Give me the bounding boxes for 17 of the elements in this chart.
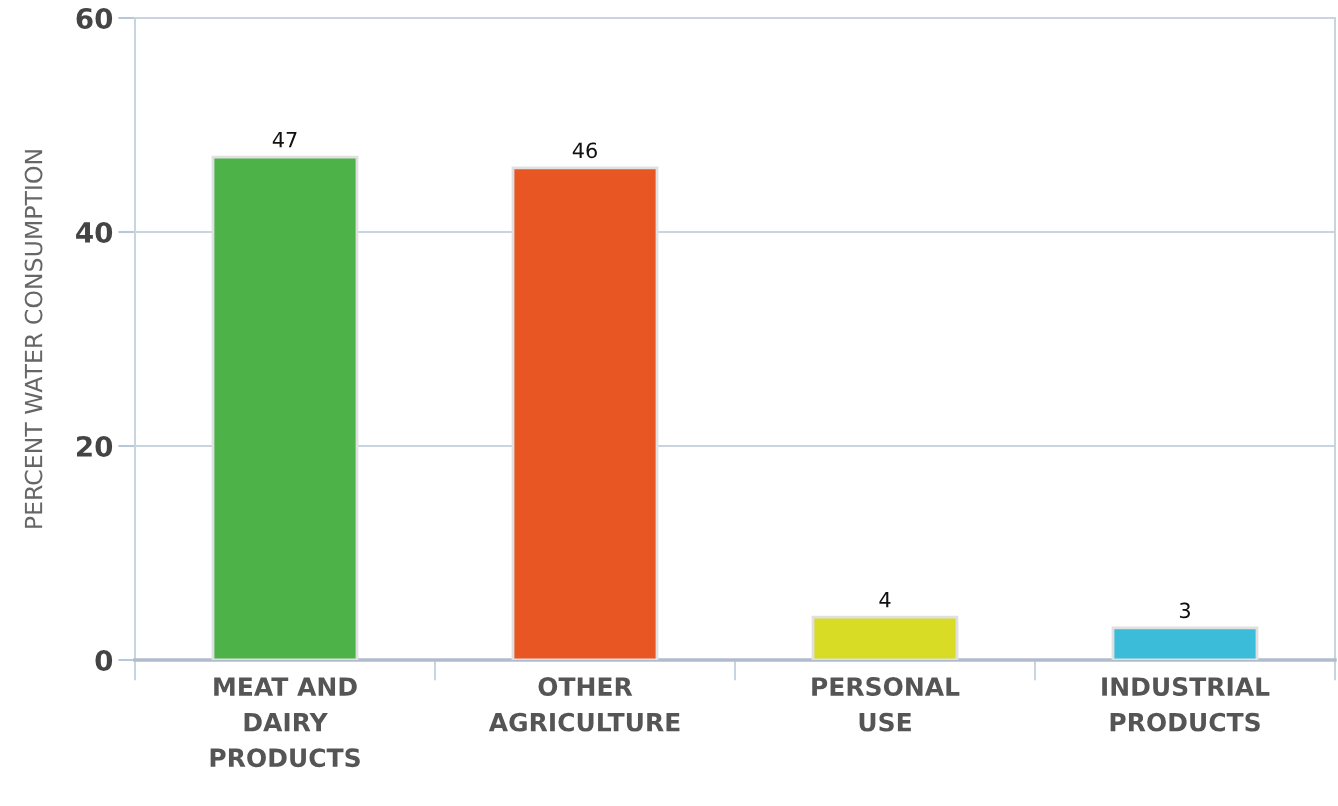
bar: [1111, 626, 1259, 660]
data-label: 3: [1179, 602, 1190, 619]
x-tick-label: MEAT AND DAIRY PRODUCTS: [210, 677, 360, 768]
data-label: 4: [879, 592, 891, 608]
data-label: 47: [272, 132, 297, 148]
y-tick-label: 20: [77, 435, 113, 457]
y-tick-label: 0: [95, 649, 113, 671]
x-tick-label: PERSONAL USE: [812, 677, 960, 732]
data-label: 46: [572, 142, 597, 159]
x-tick-label: INDUSTRIAL PRODUCTS: [1102, 677, 1270, 732]
y-tick-label: 60: [76, 7, 113, 29]
y-axis-title: PERCENT WATER CONSUMPTION: [24, 150, 43, 528]
bar: [511, 166, 659, 660]
y-tick-label: 40: [76, 221, 113, 243]
bar: [811, 615, 959, 660]
bar: [211, 155, 359, 660]
x-tick-label: OTHER AGRICULTURE: [488, 677, 680, 732]
